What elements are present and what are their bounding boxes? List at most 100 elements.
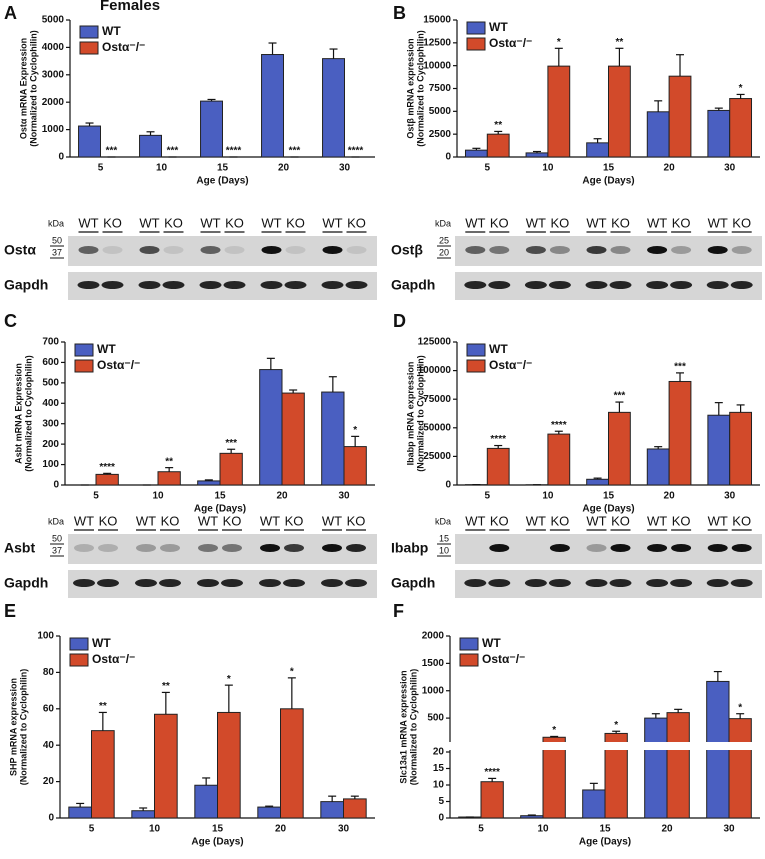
y-tick-label: 0	[445, 480, 451, 491]
significance: ****	[348, 146, 364, 157]
lane-label: WT	[647, 513, 667, 528]
blot-band	[102, 246, 123, 254]
blot-band	[524, 579, 547, 587]
blot-band	[586, 246, 607, 254]
blot-band	[647, 246, 668, 254]
blot-band	[139, 246, 160, 254]
y-tick-label: 2000	[42, 97, 65, 108]
lane-label: KO	[551, 513, 570, 528]
y-axis-label: (Normalized to Cyclophilin)	[408, 669, 418, 786]
blot-band	[585, 579, 608, 587]
bar	[729, 98, 753, 158]
x-tick-label: 5	[478, 824, 484, 835]
legend-label: Ostα⁻/⁻	[92, 652, 135, 666]
y-axis-label: (Normalized to Cyclophilin)	[18, 669, 28, 786]
x-tick-label: 5	[485, 163, 491, 174]
significance: *	[738, 702, 742, 713]
x-axis-label: Age (Days)	[196, 176, 248, 187]
row-label: Ibabp	[391, 540, 428, 556]
blot-band	[730, 281, 753, 289]
y-tick-label: 1000	[422, 685, 445, 696]
blot-band	[322, 544, 342, 552]
y-axis-label: Asbt mRNA Expression	[13, 363, 23, 464]
blot-band	[489, 246, 510, 254]
x-tick-label: 20	[276, 491, 288, 502]
y-tick-label: 20	[43, 776, 55, 787]
row-label: Asbt	[4, 540, 35, 556]
blot-band	[346, 246, 367, 254]
lane-label: KO	[347, 513, 366, 528]
bar	[586, 478, 610, 486]
chart-title: Females	[100, 0, 160, 14]
kda-marker: 25	[439, 235, 449, 245]
lane-label: WT	[465, 215, 485, 230]
bar	[520, 815, 544, 819]
lane-label: WT	[647, 215, 667, 230]
bar	[200, 100, 223, 158]
x-tick-label: 20	[664, 163, 676, 174]
bar	[547, 433, 571, 486]
panel-label: A	[4, 3, 17, 23]
bar	[68, 806, 92, 819]
y-tick-label: 400	[42, 398, 59, 409]
x-tick-label: 20	[661, 824, 673, 835]
y-axis-label: Ostβ mRNA expression	[405, 38, 415, 138]
legend-label: Ostα⁻/⁻	[482, 652, 525, 666]
y-tick-label: 3000	[42, 69, 65, 80]
kda-marker: 50	[52, 533, 62, 543]
blot-band	[671, 246, 692, 254]
lane-label: KO	[285, 513, 304, 528]
blot-band	[136, 544, 156, 552]
legend-swatch	[79, 41, 99, 55]
y-tick-label: 125000	[418, 337, 452, 348]
x-tick-label: 20	[664, 491, 676, 502]
blot-band	[221, 579, 243, 587]
kda-marker: 50	[52, 235, 62, 245]
lane-label: WT	[526, 513, 546, 528]
blot-band	[464, 281, 487, 289]
bar	[729, 411, 753, 486]
bar	[78, 125, 101, 158]
legend-swatch	[74, 343, 94, 357]
panel-label: E	[4, 601, 16, 621]
significance: *	[557, 37, 561, 48]
blot-band	[488, 281, 511, 289]
significance: **	[494, 120, 502, 131]
lane-label: WT	[526, 215, 546, 230]
blot-band	[730, 579, 753, 587]
y-tick-label: 12500	[423, 37, 451, 48]
panel-label: D	[393, 311, 406, 331]
y-tick-label: 100	[42, 459, 59, 470]
significance: *	[552, 725, 556, 736]
blot-band	[73, 579, 95, 587]
row-label: Ostα	[4, 242, 36, 258]
bar	[219, 452, 243, 486]
lane-label: WT	[136, 513, 156, 528]
lane-label: WT	[322, 513, 342, 528]
y-tick-label: 200	[42, 439, 59, 450]
y-tick-label: 10000	[423, 60, 451, 71]
lane-label: WT	[260, 513, 280, 528]
significance: **	[616, 37, 624, 48]
blot-band	[731, 544, 752, 552]
kda-marker: 37	[52, 247, 62, 257]
legend-label: Ostα⁻/⁻	[489, 36, 532, 50]
lane-label: KO	[611, 215, 630, 230]
x-axis-label: Age (Days)	[582, 504, 634, 515]
blot-band	[647, 544, 668, 552]
bar	[217, 711, 241, 819]
lane-label: KO	[611, 513, 630, 528]
legend-label: WT	[102, 24, 121, 38]
x-tick-label: 5	[93, 491, 99, 502]
y-tick-label: 15000	[423, 15, 451, 26]
blot-band	[199, 281, 222, 289]
y-axis-label: (Normalized to Cyclophilin)	[28, 30, 38, 147]
blot-band	[585, 281, 608, 289]
y-tick-label: 4000	[42, 42, 65, 53]
panel-label: F	[393, 601, 404, 621]
y-axis-label: Ostα mRNA Expression	[18, 38, 28, 139]
bar	[486, 447, 510, 486]
blot-band	[465, 246, 486, 254]
blot-band	[284, 281, 307, 289]
